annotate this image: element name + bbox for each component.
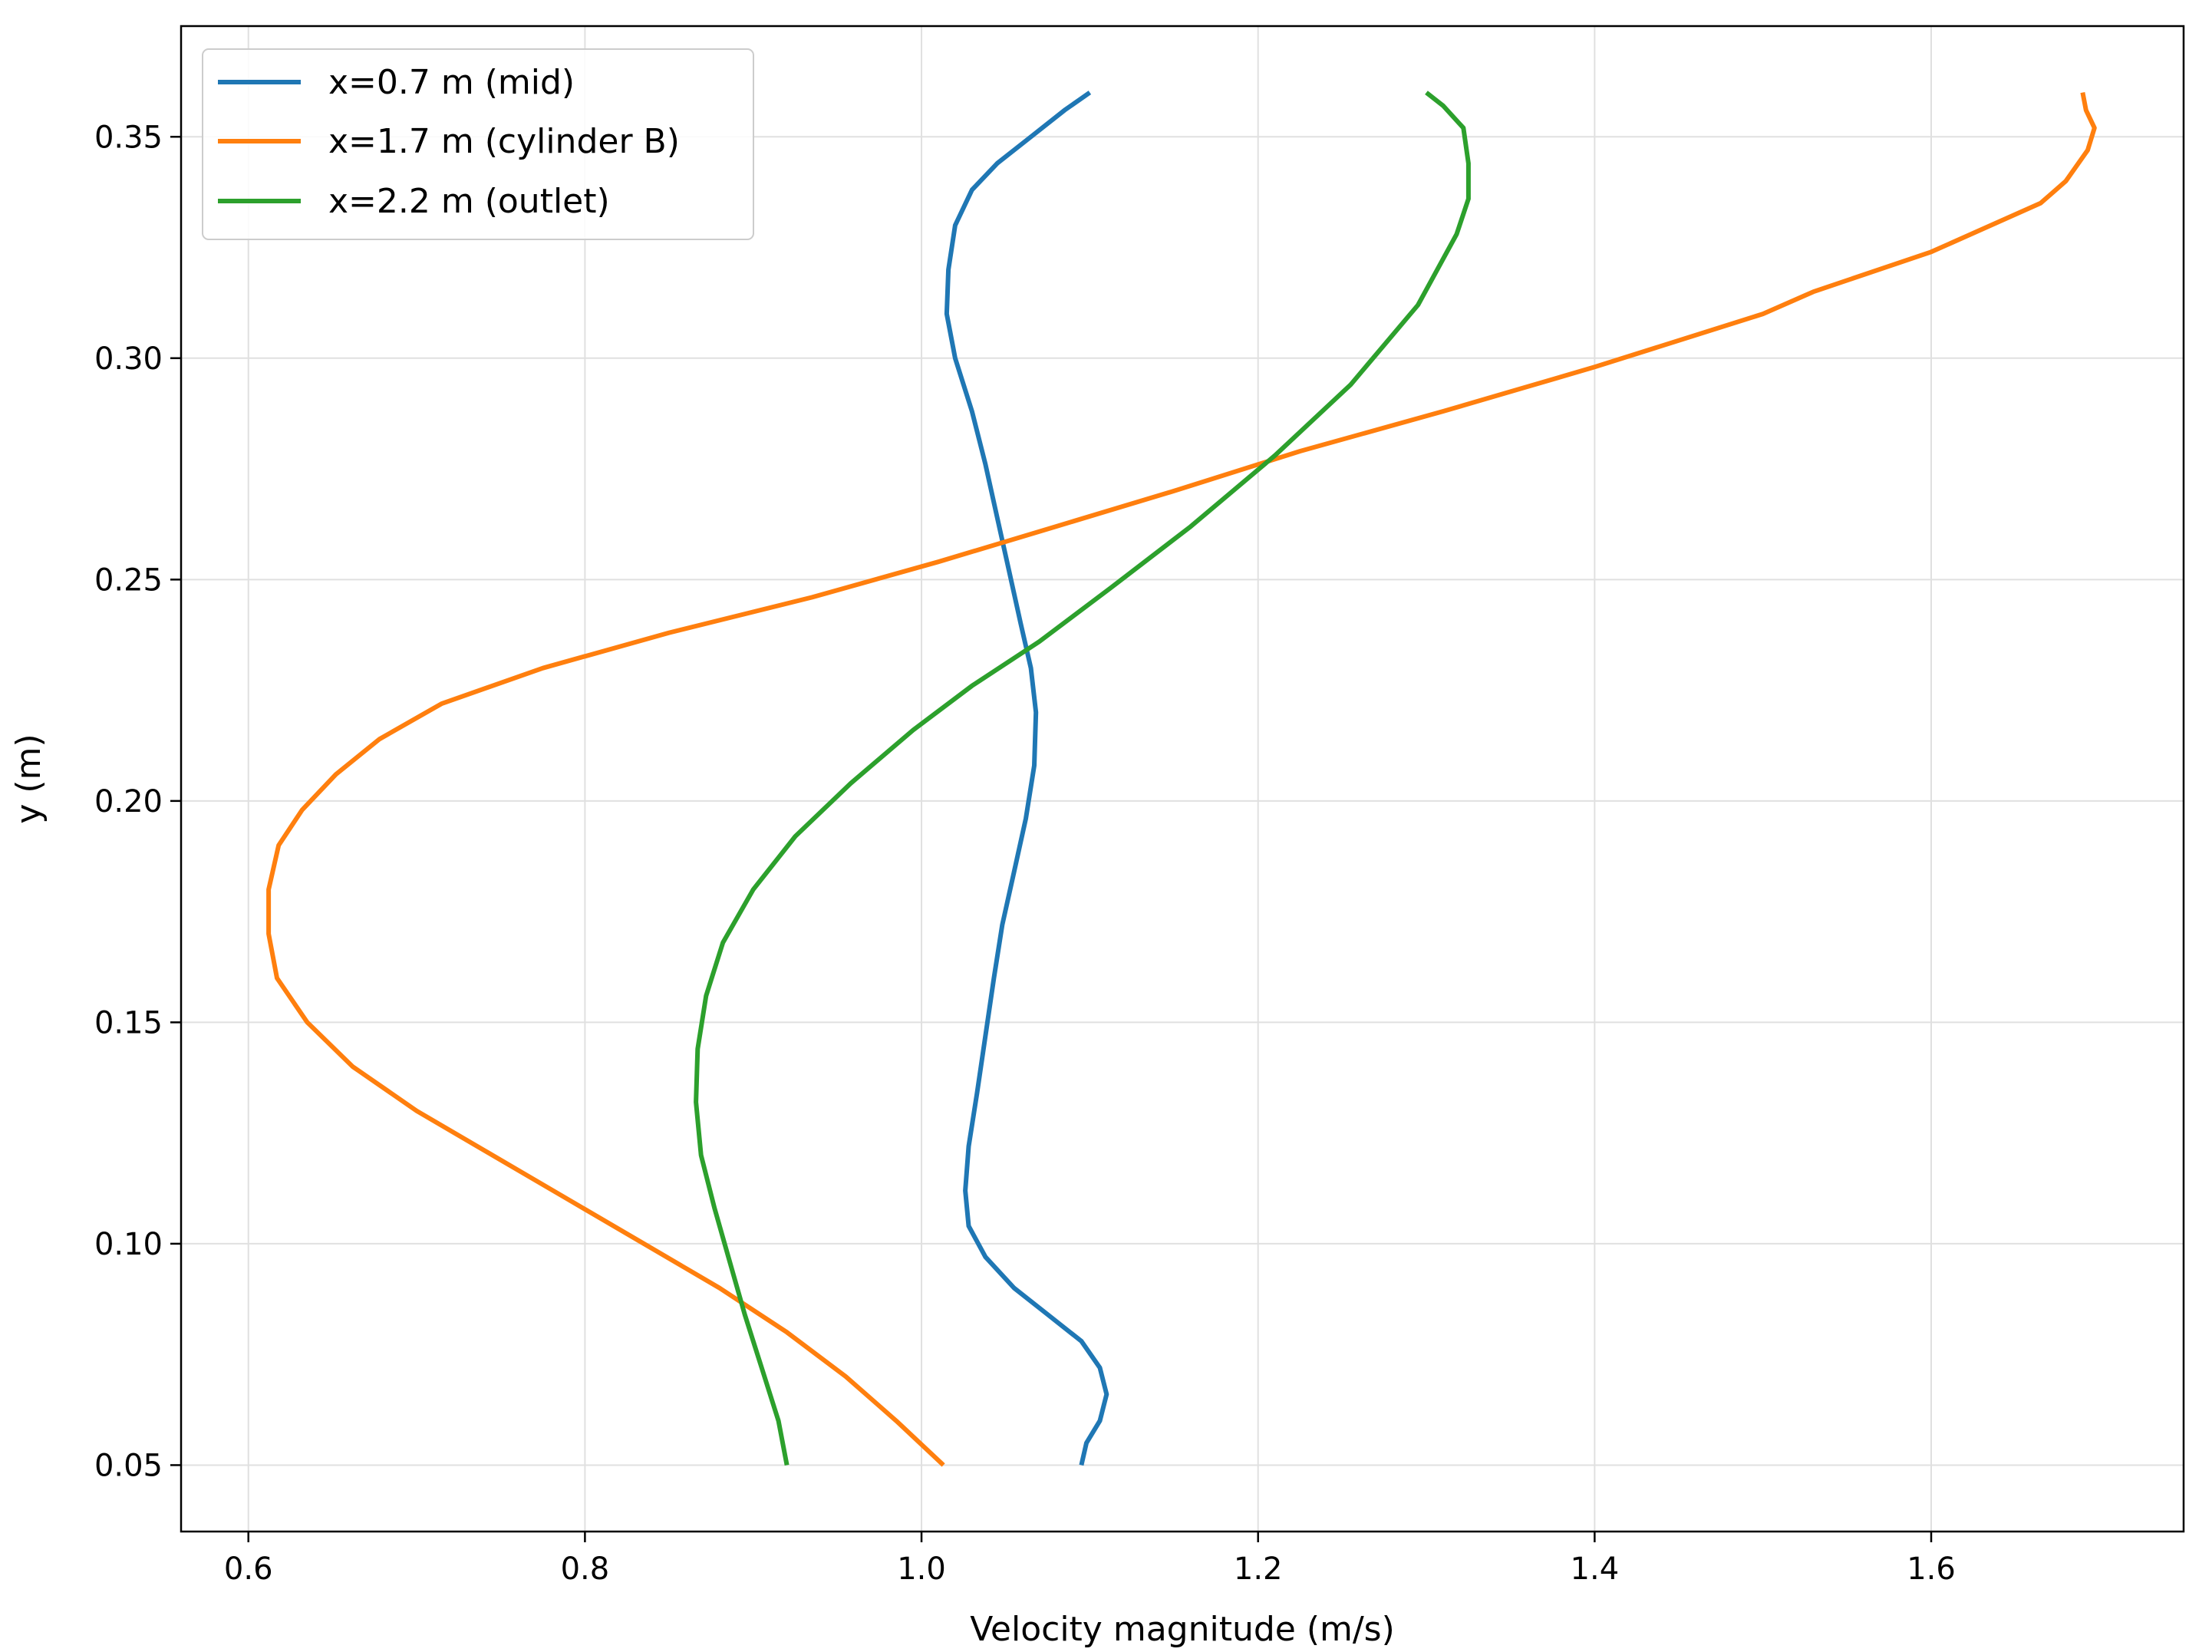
y-tick-label: 0.25 [94,562,163,598]
legend-label-mid: x=0.7 m (mid) [328,63,575,102]
x-axis-label: Velocity magnitude (m/s) [970,1610,1395,1649]
x-tick-label: 1.6 [1907,1551,1956,1587]
y-tick-label: 0.35 [94,120,163,155]
y-tick-label: 0.15 [94,1005,163,1040]
x-tick-label: 1.0 [897,1551,946,1587]
series-line-mid [944,91,1109,1466]
y-tick-label: 0.10 [94,1227,163,1262]
legend-label-cylinder-b: x=1.7 m (cylinder B) [328,122,680,161]
series-line-outlet [694,91,1471,1466]
series-layer [266,91,2097,1467]
y-tick-label: 0.05 [94,1448,163,1483]
y-tick-label: 0.30 [94,341,163,377]
y-tick-label: 0.20 [94,784,163,819]
y-axis-ticks: 0.05 0.10 0.15 0.20 0.25 0.30 0.35 [94,120,181,1483]
x-tick-label: 0.8 [561,1551,610,1587]
legend: x=0.7 m (mid) x=1.7 m (cylinder B) x=2.2… [202,48,754,240]
legend-label-outlet: x=2.2 m (outlet) [328,182,610,221]
x-tick-label: 0.6 [224,1551,273,1587]
y-axis-label: y (m) [9,734,48,823]
x-tick-label: 1.2 [1234,1551,1283,1587]
series-line-cylinder-b [266,92,2097,1467]
x-tick-label: 1.4 [1571,1551,1620,1587]
legend-box [202,48,754,240]
x-axis-ticks: 0.6 0.8 1.0 1.2 1.4 1.6 [224,1532,1956,1587]
plot-frame [180,25,2185,1533]
grid [181,26,2184,1532]
